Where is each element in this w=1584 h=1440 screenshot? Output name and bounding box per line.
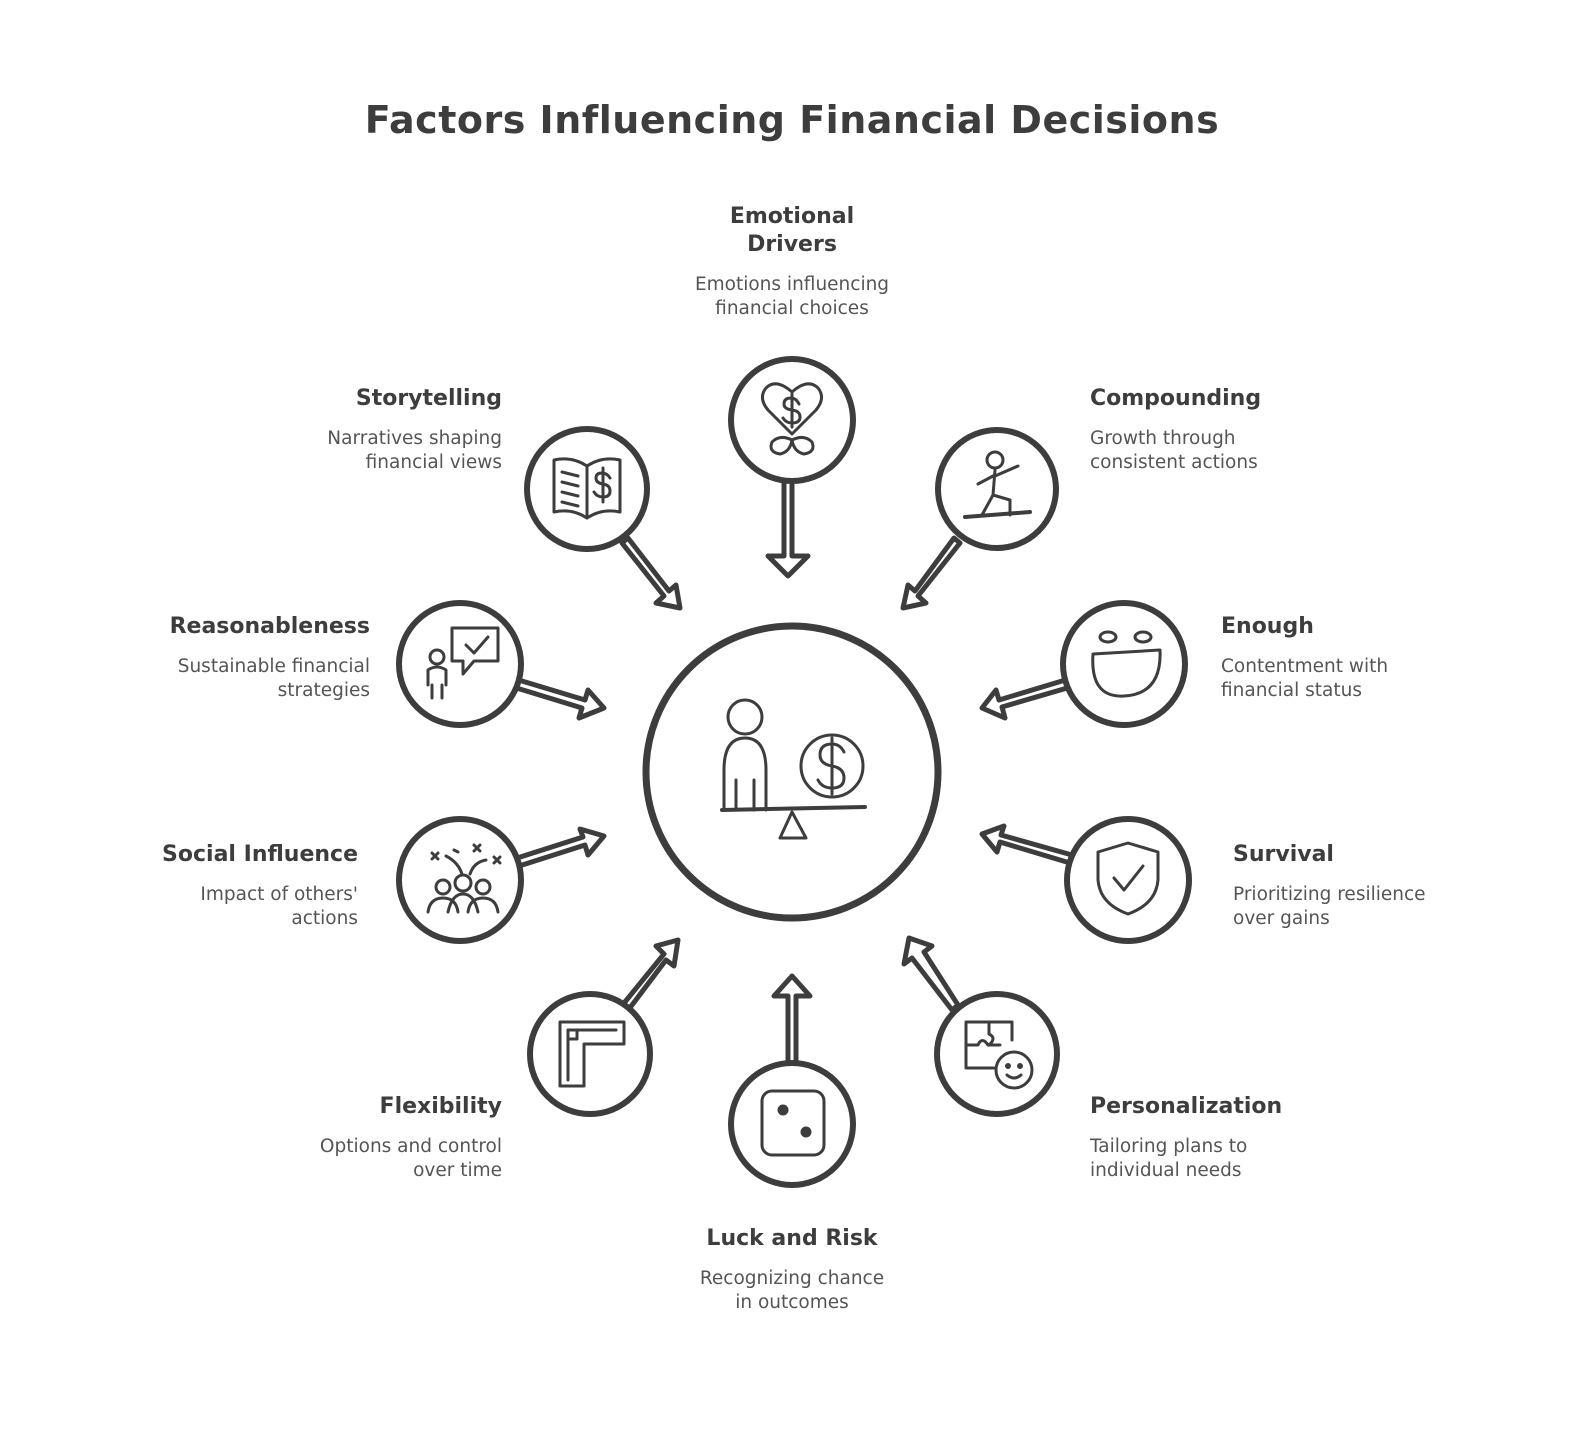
person-climbing-icon [963, 450, 1032, 519]
person-balancing-money-icon [720, 698, 867, 840]
factor-description: Options and control over time [319, 1136, 502, 1181]
factor-description: Narratives shaping financial views [327, 428, 502, 473]
factor-title: Emotional Drivers [729, 204, 855, 257]
factor-luck-and-risk [728, 973, 856, 1188]
factor-enough [979, 600, 1188, 728]
factor-description: Impact of others' actions [200, 884, 358, 929]
factor-label-enough: Enough Contentment with financial status [1221, 613, 1461, 703]
factor-label-reasonableness: Reasonableness Sustainable financial str… [130, 613, 370, 703]
adjustable-frame-icon [558, 1020, 626, 1088]
factor-description: Growth through consistent actions [1090, 428, 1258, 473]
factor-reasonableness [396, 600, 607, 728]
factor-description: Sustainable financial strategies [177, 656, 370, 701]
factor-title: Reasonableness [169, 614, 370, 639]
factor-label-storytelling: Storytelling Narratives shaping financia… [262, 385, 502, 475]
factor-personalization [901, 935, 1060, 1117]
puzzle-face-icon [964, 1020, 1034, 1090]
person-speech-check-icon [426, 626, 500, 700]
factor-label-survival: Survival Prioritizing resilience over ga… [1233, 841, 1473, 931]
smiley-face-icon [1091, 630, 1162, 698]
factor-label-emotional-drivers: Emotional Drivers Emotions influencing f… [672, 203, 912, 321]
factor-title: Enough [1221, 614, 1314, 639]
factor-description: Prioritizing resilience over gains [1233, 884, 1426, 929]
group-people-icon [426, 843, 502, 914]
dice-icon [760, 1089, 826, 1157]
factor-description: Tailoring plans to individual needs [1090, 1136, 1248, 1181]
center-hub [642, 622, 942, 922]
factor-title: Survival [1233, 842, 1334, 867]
factor-title: Compounding [1090, 386, 1262, 411]
factor-label-social-influence: Social Influence Impact of others' actio… [118, 841, 358, 931]
factor-description: Recognizing chance in outcomes [699, 1268, 885, 1313]
factor-survival [979, 816, 1192, 944]
factor-title: Social Influence [162, 842, 358, 867]
factor-compounding [900, 427, 1059, 611]
factor-title: Personalization [1090, 1094, 1283, 1119]
factor-label-compounding: Compounding Growth through consistent ac… [1090, 385, 1330, 475]
factor-social-influence [396, 816, 607, 944]
open-book-dollar-icon [552, 457, 622, 520]
factor-title: Flexibility [379, 1094, 502, 1119]
factor-description: Contentment with financial status [1221, 656, 1389, 701]
factor-storytelling [524, 426, 683, 611]
heart-dollar-icon [761, 382, 823, 456]
factor-title: Luck and Risk [706, 1226, 878, 1251]
factor-emotional-drivers [728, 356, 856, 579]
factor-title: Storytelling [355, 386, 502, 411]
factor-description: Emotions influencing financial choices [694, 274, 890, 319]
factor-label-personalization: Personalization Tailoring plans to indiv… [1090, 1093, 1330, 1183]
factor-label-luck-and-risk: Luck and Risk Recognizing chance in outc… [672, 1225, 912, 1315]
diagram-title: Factors Influencing Financial Decisions [364, 98, 1220, 142]
factor-label-flexibility: Flexibility Options and control over tim… [262, 1093, 502, 1183]
factor-flexibility [527, 937, 681, 1117]
shield-check-icon [1096, 841, 1160, 916]
